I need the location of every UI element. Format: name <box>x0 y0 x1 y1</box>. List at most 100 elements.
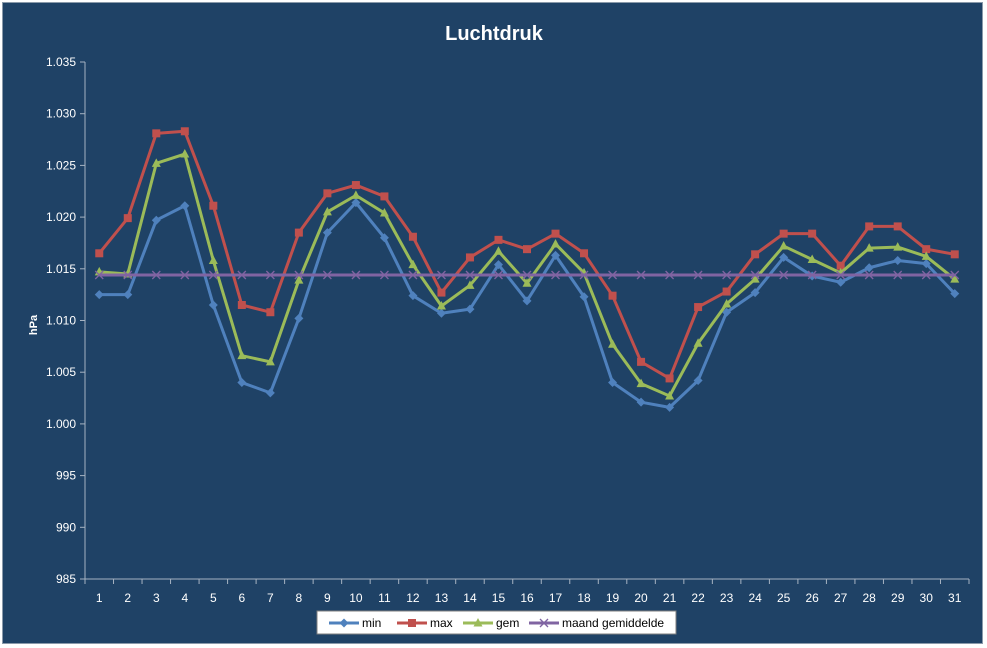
point-maand-gemiddelde <box>693 270 703 280</box>
legend-box <box>316 610 677 635</box>
legend-label: gem <box>496 616 519 630</box>
x-tick-label: 18 <box>577 591 591 605</box>
marker-stroke <box>494 270 503 280</box>
point-max <box>779 229 788 238</box>
marker-stroke <box>237 270 247 280</box>
point-gem <box>608 339 618 348</box>
y-tick-label: 1.010 <box>46 314 76 328</box>
x-tick-label: 5 <box>210 591 217 605</box>
x-tick-label: 12 <box>406 591 420 605</box>
point-maand-gemiddelde <box>779 270 789 280</box>
point-gem <box>807 254 817 263</box>
marker-stroke <box>94 270 104 280</box>
y-tick-label: 1.035 <box>46 55 76 69</box>
point-min <box>151 215 161 225</box>
point-maand-gemiddelde <box>151 270 161 280</box>
series-min <box>94 198 960 412</box>
point-gem <box>465 280 475 289</box>
legend-marker <box>339 618 349 628</box>
x-tick-label: 1 <box>96 591 103 605</box>
point-min <box>322 228 332 238</box>
point-max <box>294 228 303 237</box>
marker-stroke <box>893 270 903 280</box>
point-max <box>437 288 446 297</box>
point-gem <box>294 275 304 284</box>
point-max <box>580 249 589 258</box>
x-tick-label: 3 <box>153 591 160 605</box>
marker-stroke <box>151 270 161 280</box>
x-tick-label: 6 <box>238 591 245 605</box>
marker-stroke <box>836 270 846 280</box>
point-maand-gemiddelde <box>294 270 304 280</box>
point-maand-gemiddelde <box>94 270 104 280</box>
x-tick-label: 28 <box>863 591 877 605</box>
point-max <box>922 245 931 254</box>
point-maand-gemiddelde <box>436 270 446 280</box>
point-max <box>465 253 474 262</box>
marker-stroke <box>608 270 618 280</box>
point-min <box>893 256 903 266</box>
y-tick-label: 1.025 <box>46 158 76 172</box>
point-gem <box>151 158 161 167</box>
marker-stroke <box>123 270 133 280</box>
point-gem <box>950 274 960 283</box>
point-max <box>266 308 275 317</box>
marker-stroke <box>722 270 732 280</box>
marker-stroke <box>693 270 703 280</box>
point-gem <box>921 251 931 260</box>
point-max <box>608 291 617 300</box>
point-max <box>237 300 246 309</box>
point-maand-gemiddelde <box>608 270 618 280</box>
point-min <box>265 388 275 398</box>
point-max <box>722 287 731 296</box>
x-tick-label: 9 <box>324 591 331 605</box>
point-max <box>494 235 503 244</box>
x-tick-label: 30 <box>920 591 934 605</box>
y-tick-label: 990 <box>56 520 76 534</box>
point-max <box>323 189 332 198</box>
x-tick-label: 29 <box>891 591 905 605</box>
x-tick-label: 11 <box>378 591 391 605</box>
point-maand-gemiddelde <box>921 270 931 280</box>
series-gem <box>94 149 960 400</box>
marker-stroke <box>579 270 589 280</box>
point-min <box>208 300 218 310</box>
marker-stroke <box>950 270 960 280</box>
x-tick-label: 14 <box>463 591 477 605</box>
x-tick-label: 21 <box>663 591 677 605</box>
point-maand-gemiddelde <box>750 270 760 280</box>
marker-stroke <box>665 270 675 280</box>
x-tick-label: 10 <box>349 591 363 605</box>
point-max <box>523 245 531 254</box>
marker-stroke <box>539 618 549 628</box>
point-maand-gemiddelde <box>551 270 560 280</box>
y-tick-label: 1.015 <box>46 262 76 276</box>
point-gem <box>208 255 218 265</box>
point-max <box>637 357 646 366</box>
point-max <box>95 249 104 258</box>
point-gem <box>522 278 532 287</box>
point-min <box>408 291 418 301</box>
marker-stroke <box>436 270 446 280</box>
x-tick-label: 27 <box>834 591 848 605</box>
legend-item-min: min <box>329 616 381 630</box>
point-maand-gemiddelde <box>722 270 732 280</box>
point-max <box>808 229 817 238</box>
x-tick-label: 31 <box>948 591 962 605</box>
point-gem <box>493 246 503 255</box>
point-min <box>921 259 931 269</box>
point-max <box>380 192 389 201</box>
point-gem <box>779 241 789 250</box>
point-maand-gemiddelde <box>408 270 418 280</box>
point-min <box>864 263 874 273</box>
point-max <box>694 303 703 312</box>
point-gem <box>893 242 903 251</box>
point-gem <box>693 338 703 347</box>
point-min <box>522 296 532 306</box>
point-gem <box>436 301 446 310</box>
point-max <box>551 229 560 238</box>
marker-stroke <box>294 270 304 280</box>
point-maand-gemiddelde <box>123 270 133 280</box>
chart-title: Luchtdruk <box>445 23 544 45</box>
marker-stroke <box>522 270 532 280</box>
